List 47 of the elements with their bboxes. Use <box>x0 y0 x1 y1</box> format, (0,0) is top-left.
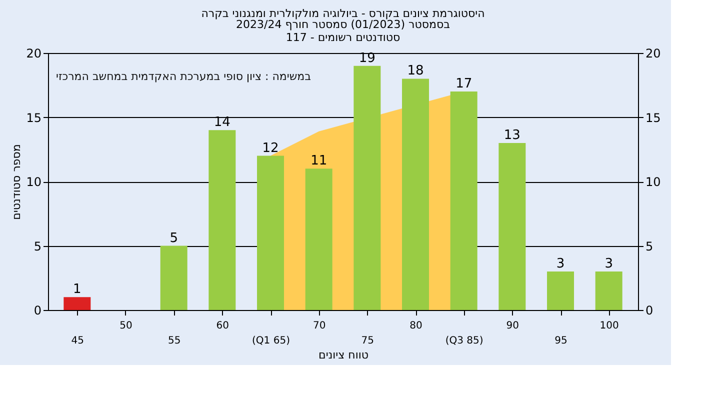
y2-tick-label: 5 <box>646 239 654 254</box>
x-tick-label: 50 <box>120 320 132 332</box>
y-tick-label: 0 <box>34 304 42 318</box>
x-tick-label: 60 <box>216 320 230 332</box>
data-label: 1 <box>73 282 82 298</box>
data-label: 11 <box>310 154 328 169</box>
bar <box>354 66 381 310</box>
data-label: 13 <box>504 128 520 143</box>
y-tick-label: 10 <box>26 175 42 189</box>
x-tick-label: 80 <box>410 320 422 332</box>
bar <box>208 130 236 310</box>
bar <box>595 271 622 310</box>
x-tick-label: 95 <box>554 336 568 346</box>
x-tick-label: 90 <box>506 320 520 332</box>
annotation: במשימה : ציון סופי במערכת האקדמית במחשב המרכזי <box>56 70 311 83</box>
x-tick-label: 55 <box>168 336 181 346</box>
y2-tick-label: 10 <box>646 175 661 189</box>
chart-title: היסטוגרמת ציונים בקורס - ביולוגיה מולקולרית ומנגנוני בקרה <box>201 7 485 20</box>
y-tick-label: 5 <box>34 239 42 254</box>
y2-tick-label: 15 <box>646 110 661 125</box>
data-label: 3 <box>604 256 613 272</box>
y2-tick-label: 0 <box>646 304 654 318</box>
y-tick-label: 15 <box>26 110 42 125</box>
y2-tick-label: 20 <box>646 46 661 60</box>
x-axis-title: טווח ציונים <box>318 348 368 362</box>
bar <box>305 168 332 310</box>
chart-subtitle: בסמסטר (01/2023) סמסטר חורף 2023/24 סטודנטים רשומים - 117 <box>236 18 450 44</box>
bar <box>450 92 478 310</box>
bar <box>498 142 526 310</box>
x-tick-label: 70 <box>312 320 326 332</box>
bar <box>160 246 188 310</box>
x-tick-label: 100 <box>600 320 619 332</box>
y-axis-title: מספר סטודנטים <box>10 144 24 220</box>
data-label: 12 <box>262 140 279 156</box>
data-label: 18 <box>407 64 424 79</box>
x-tick-label: 75 <box>361 336 374 346</box>
x-tick-label: (Q1 65) <box>252 336 290 346</box>
x-tick-label: (Q3 85) <box>445 336 484 346</box>
bar <box>257 156 284 310</box>
data-label: 3 <box>556 256 565 272</box>
data-label: 5 <box>170 230 178 246</box>
data-label: 17 <box>456 76 472 92</box>
bar <box>64 297 91 310</box>
y-tick-label: 20 <box>26 46 42 60</box>
x-tick-label: 45 <box>71 336 84 346</box>
bar <box>547 271 574 310</box>
bar <box>402 78 429 310</box>
